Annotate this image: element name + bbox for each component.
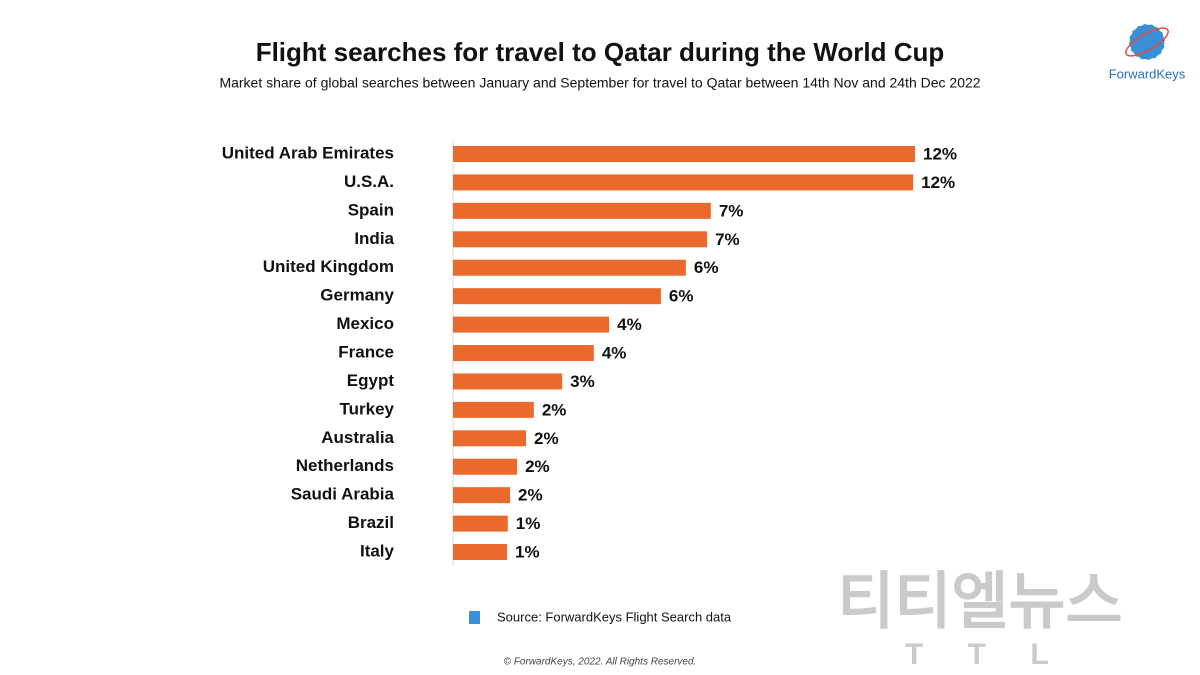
- bar: [453, 288, 661, 305]
- value-label: 4%: [617, 315, 642, 334]
- bar: [453, 174, 914, 191]
- category-label: Australia: [321, 428, 394, 447]
- bar: [453, 487, 511, 504]
- value-label: 1%: [515, 543, 540, 562]
- category-label: U.S.A.: [344, 172, 394, 191]
- category-label: Saudi Arabia: [291, 485, 395, 504]
- category-label: United Kingdom: [263, 257, 394, 276]
- bar: [453, 316, 610, 333]
- category-label: Germany: [320, 286, 394, 305]
- bar: [453, 146, 915, 162]
- source: Source: ForwardKeys Flight Search data: [497, 609, 732, 624]
- bar: [453, 259, 686, 276]
- category-label: India: [354, 229, 394, 248]
- value-label: 12%: [923, 144, 957, 163]
- value-label: 6%: [669, 287, 694, 306]
- value-label: 4%: [602, 343, 627, 362]
- category-label: Spain: [348, 200, 394, 219]
- chart-title: Flight searches for travel to Qatar duri…: [256, 37, 945, 67]
- value-label: 12%: [921, 173, 955, 192]
- bar: [453, 458, 518, 475]
- logo-icon: [1125, 23, 1169, 61]
- value-label: 2%: [518, 486, 543, 505]
- logo-text: ForwardKeys: [1109, 66, 1186, 81]
- copyright: © ForwardKeys, 2022. All Rights Reserved…: [504, 657, 697, 668]
- bar: [453, 401, 534, 418]
- bar: [453, 515, 508, 532]
- bar: [453, 544, 508, 561]
- value-label: 2%: [542, 400, 567, 419]
- category-label: Netherlands: [296, 456, 394, 475]
- value-label: 3%: [570, 372, 595, 391]
- category-label: Brazil: [348, 513, 394, 532]
- category-label: France: [338, 342, 394, 361]
- category-label: Egypt: [347, 371, 395, 390]
- category-label: Turkey: [340, 399, 395, 418]
- value-label: 2%: [534, 429, 559, 448]
- category-label: Italy: [360, 542, 395, 561]
- watermark: 티티엘뉴스: [837, 567, 1122, 636]
- bar: [453, 231, 708, 248]
- bar: [453, 202, 711, 219]
- bar: [453, 373, 563, 390]
- category-label: United Arab Emirates: [222, 143, 394, 162]
- source-icon: [469, 611, 480, 624]
- watermark-sub: T T L: [905, 638, 1067, 671]
- value-label: 2%: [525, 457, 550, 476]
- value-label: 7%: [715, 230, 740, 249]
- bar: [453, 430, 527, 447]
- bar: [453, 345, 594, 362]
- value-label: 7%: [719, 201, 744, 220]
- category-label: Mexico: [336, 314, 394, 333]
- chart-subtitle: Market share of global searches between …: [219, 75, 980, 91]
- value-label: 6%: [694, 258, 719, 277]
- value-label: 1%: [516, 514, 541, 533]
